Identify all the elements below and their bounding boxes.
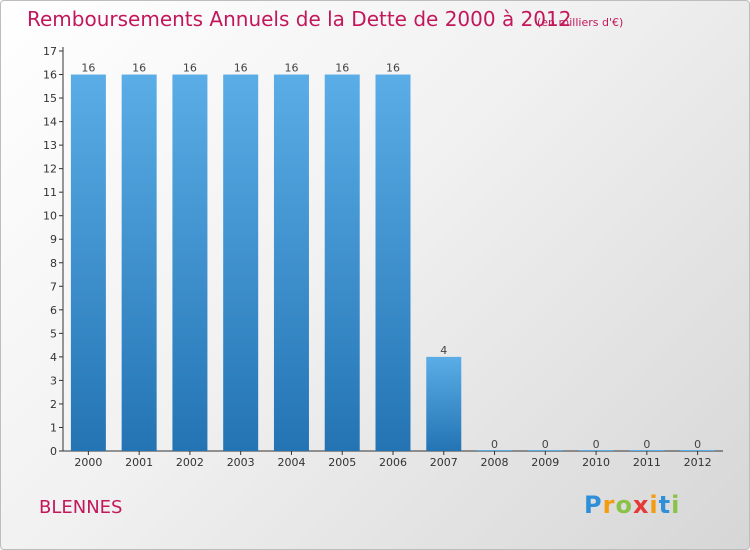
x-tick-label: 2002 xyxy=(176,456,204,469)
y-tick-label: 4 xyxy=(50,351,57,364)
bar xyxy=(273,74,309,451)
y-tick-label: 7 xyxy=(50,280,57,293)
data-label: 0 xyxy=(542,438,549,451)
y-tick-label: 3 xyxy=(50,374,57,387)
commune-name: BLENNES xyxy=(39,497,123,518)
logo-letter: P xyxy=(584,491,603,519)
logo-letter: x xyxy=(632,491,650,519)
bar-series xyxy=(70,74,716,451)
bar xyxy=(324,74,360,451)
logo-letter: r xyxy=(602,491,616,519)
data-labels: 16 16 16 16 16 16 16 4 0 0 0 0 0 xyxy=(81,62,701,451)
data-label: 4 xyxy=(440,344,447,357)
data-label: 0 xyxy=(643,438,650,451)
x-tick-label: 2004 xyxy=(277,456,305,469)
x-tick-label: 2009 xyxy=(531,456,559,469)
logo-letter: o xyxy=(615,491,633,519)
x-tick-label: 2008 xyxy=(481,456,509,469)
x-tick-label: 2010 xyxy=(582,456,610,469)
data-label: 16 xyxy=(335,62,349,75)
data-label: 0 xyxy=(491,438,498,451)
x-tick-label: 2001 xyxy=(125,456,153,469)
x-tick-label: 2000 xyxy=(74,456,102,469)
y-tick-label: 16 xyxy=(43,69,57,82)
bar xyxy=(70,74,106,451)
bar xyxy=(426,356,462,451)
unit-note: (en milliers d'€) xyxy=(537,16,624,29)
y-tick-label: 14 xyxy=(43,116,57,129)
y-tick-label: 15 xyxy=(43,92,57,105)
y-tick-label: 12 xyxy=(43,163,57,176)
y-tick-label: 8 xyxy=(50,257,57,270)
x-tick-label: 2011 xyxy=(633,456,661,469)
x-tick-label: 2003 xyxy=(227,456,255,469)
bar xyxy=(477,450,513,451)
bar xyxy=(375,74,411,451)
y-tick-label: 6 xyxy=(50,304,57,317)
y-tick-label: 11 xyxy=(43,186,57,199)
x-tick-label: 2006 xyxy=(379,456,407,469)
y-tick-label: 5 xyxy=(50,327,57,340)
bar xyxy=(527,450,563,451)
logo-letter: i xyxy=(671,491,681,519)
y-tick-label: 10 xyxy=(43,210,57,223)
bar xyxy=(223,74,259,451)
data-label: 16 xyxy=(234,62,248,75)
data-label: 0 xyxy=(694,438,701,451)
bar xyxy=(578,450,614,451)
bar xyxy=(172,74,208,451)
data-label: 0 xyxy=(593,438,600,451)
x-tick-label: 2012 xyxy=(684,456,712,469)
x-tick-label: 2007 xyxy=(430,456,458,469)
x-tick-label: 2005 xyxy=(328,456,356,469)
y-tick-label: 1 xyxy=(50,421,57,434)
bar xyxy=(629,450,665,451)
y-tick-label: 17 xyxy=(43,45,57,58)
chart-title: Remboursements Annuels de la Dette de 20… xyxy=(27,7,572,31)
y-tick-label: 13 xyxy=(43,139,57,152)
y-tick-label: 2 xyxy=(50,398,57,411)
data-label: 16 xyxy=(183,62,197,75)
logo-letter: i xyxy=(649,491,659,519)
proxiti-logo: Proxiti xyxy=(584,491,680,519)
y-tick-label: 0 xyxy=(50,445,57,458)
data-label: 16 xyxy=(284,62,298,75)
bar xyxy=(121,74,157,451)
data-label: 16 xyxy=(81,62,95,75)
y-tick-label: 9 xyxy=(50,233,57,246)
bar xyxy=(680,450,716,451)
logo-letter: t xyxy=(658,491,672,519)
data-label: 16 xyxy=(132,62,146,75)
data-label: 16 xyxy=(386,62,400,75)
